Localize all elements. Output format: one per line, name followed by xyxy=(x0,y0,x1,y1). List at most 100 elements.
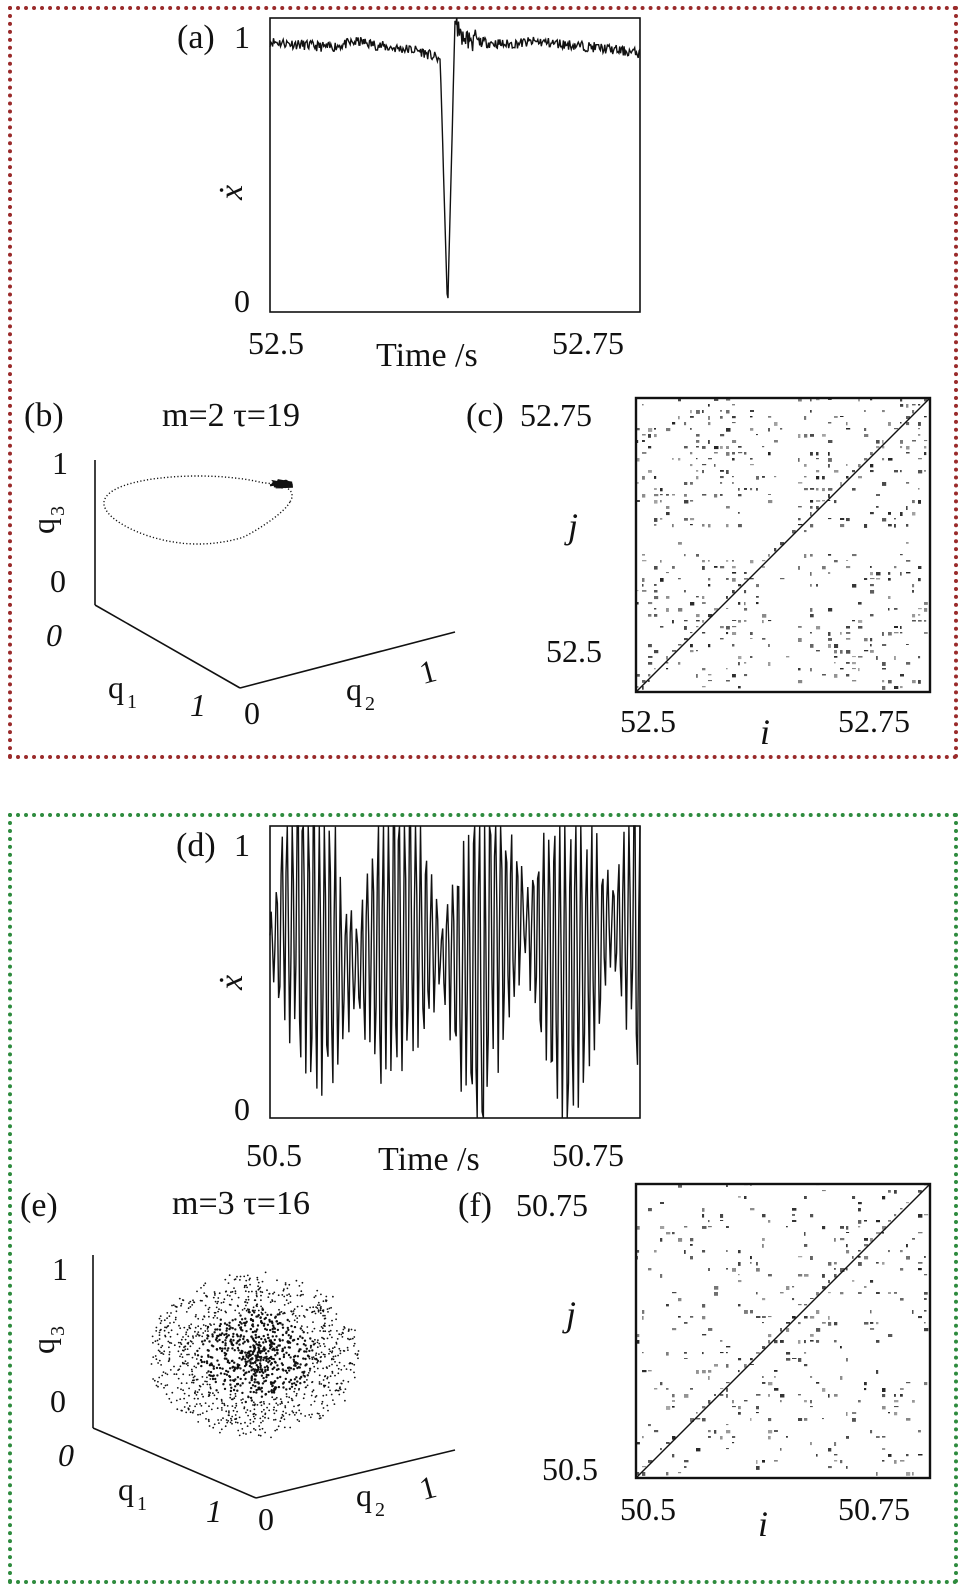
panel-e-attractor-point xyxy=(258,1370,261,1374)
panel-e-attractor-point xyxy=(254,1403,256,1406)
panel-e-attractor-point xyxy=(327,1386,330,1388)
rp-c-cell xyxy=(834,650,837,654)
panel-e-attractor-point xyxy=(227,1420,230,1422)
rp-c-cell xyxy=(918,470,923,474)
panel-e-attractor-point xyxy=(230,1386,233,1390)
panel-e-attractor-point xyxy=(251,1352,254,1356)
panel-e-attractor-point xyxy=(315,1306,317,1308)
panel-e-attractor-point xyxy=(303,1339,307,1342)
panel-e-attractor-point xyxy=(224,1344,227,1347)
panel-e-attractor-point xyxy=(321,1402,323,1405)
panel-e-attractor-point xyxy=(158,1334,161,1336)
panel-e-attractor-point xyxy=(163,1350,166,1353)
panel-e-attractor-point xyxy=(196,1391,199,1394)
rp-c-cell xyxy=(918,614,921,616)
rp-f-cell xyxy=(762,1214,766,1218)
panel-e-attractor-point xyxy=(315,1354,317,1356)
panel-e-attractor-point xyxy=(208,1425,211,1427)
panel-e-attractor-point xyxy=(182,1373,185,1376)
panel-e-attractor-point xyxy=(245,1371,248,1374)
panel-e-attractor-point xyxy=(168,1397,171,1400)
panel-e-attractor-point xyxy=(175,1310,178,1313)
panel-e-attractor-point xyxy=(259,1366,262,1369)
panel-e-attractor-point xyxy=(251,1384,255,1387)
rp-c-cell xyxy=(816,650,820,652)
panel-e-attractor-point xyxy=(191,1411,194,1414)
panel-e-attractor-point xyxy=(215,1306,218,1309)
rp-f-cell xyxy=(924,1322,926,1324)
rp-c-cell xyxy=(732,452,735,455)
panel-e-attractor-point xyxy=(247,1310,251,1314)
panel-e-attractor-point xyxy=(334,1361,336,1363)
rp-c-cell xyxy=(702,446,706,449)
panel-e-attractor-point xyxy=(179,1327,182,1330)
panel-e-attractor-point xyxy=(244,1301,246,1303)
panel-e-attractor-point xyxy=(306,1354,310,1357)
rp-c-cell xyxy=(720,494,723,496)
panel-e-attractor-point xyxy=(170,1312,172,1314)
rp-f-cell xyxy=(828,1394,830,1398)
panel-e-attractor-point xyxy=(266,1289,268,1292)
panel-e-attractor-point xyxy=(231,1298,233,1301)
panel-f-xlabel: i xyxy=(758,1504,768,1544)
panel-e-attractor-point xyxy=(220,1428,223,1431)
panel-b-label: (b) xyxy=(24,397,64,434)
panel-e-attractor-point xyxy=(323,1384,326,1387)
panel-e-attractor-point xyxy=(246,1360,249,1363)
panel-e-attractor-point xyxy=(183,1406,186,1408)
panel-e-attractor-point xyxy=(244,1290,247,1293)
rp-c-cell xyxy=(642,560,647,562)
rp-c-cell xyxy=(708,416,710,420)
rp-f-cell xyxy=(738,1370,740,1373)
panel-e-attractor-point xyxy=(288,1320,291,1323)
panel-e-attractor-point xyxy=(232,1388,236,1392)
rp-c-cell xyxy=(732,566,736,569)
rp-c-cell xyxy=(684,620,688,622)
panel-e-attractor-point xyxy=(236,1366,239,1370)
rp-f-cell xyxy=(870,1328,875,1330)
rp-f-cell xyxy=(636,1334,640,1338)
rp-f-cell xyxy=(702,1352,704,1355)
panel-e-attractor-point xyxy=(274,1300,276,1303)
rp-c-cell xyxy=(894,656,896,660)
rp-c-cell xyxy=(810,584,812,587)
rp-c-cell xyxy=(894,470,898,473)
rp-c-cell xyxy=(726,668,728,670)
rp-c-cell xyxy=(654,608,657,610)
panel-e-attractor-point xyxy=(269,1328,272,1332)
rp-f-cell xyxy=(756,1394,761,1396)
panel-c-xtick-1: 52.75 xyxy=(838,703,910,739)
panel-e-attractor-point xyxy=(319,1356,322,1359)
rp-f-cell xyxy=(858,1262,862,1266)
panel-e-q3-tick-1: 1 xyxy=(52,1251,68,1287)
panel-e-attractor-point xyxy=(201,1318,204,1321)
panel-e-attractor-point xyxy=(172,1304,175,1306)
panel-e-attractor-point xyxy=(238,1356,241,1360)
panel-e-attractor-point xyxy=(192,1410,195,1412)
rp-c-cell xyxy=(684,626,687,630)
panel-e-attractor-point xyxy=(309,1346,312,1349)
panel-e-attractor-point xyxy=(216,1302,219,1305)
panel-e-attractor-point xyxy=(180,1302,183,1305)
panel-e-attractor-point xyxy=(269,1355,273,1359)
panel-e-attractor-point xyxy=(260,1395,264,1398)
panel-e-attractor-point xyxy=(283,1288,285,1290)
rp-c-cell xyxy=(750,656,753,658)
panel-e-attractor-point xyxy=(338,1333,341,1336)
panel-e-attractor-point xyxy=(213,1291,216,1293)
panel-e-attractor-point xyxy=(256,1359,260,1362)
panel-e-q3-label: q xyxy=(25,1338,61,1354)
rp-f-cell xyxy=(822,1190,826,1192)
panel-e-attractor-point xyxy=(271,1299,273,1301)
rp-c-cell xyxy=(840,524,845,528)
rp-c-cell xyxy=(888,572,891,575)
rp-f-cell xyxy=(720,1388,724,1390)
panel-e-attractor-point xyxy=(250,1335,253,1339)
rp-c-cell xyxy=(636,500,640,502)
panel-e-attractor-point xyxy=(294,1354,297,1358)
panel-e-attractor-point xyxy=(257,1388,260,1391)
rp-c-cell xyxy=(648,434,651,438)
rp-f-cell xyxy=(702,1334,707,1336)
rp-c-cell xyxy=(906,446,910,450)
